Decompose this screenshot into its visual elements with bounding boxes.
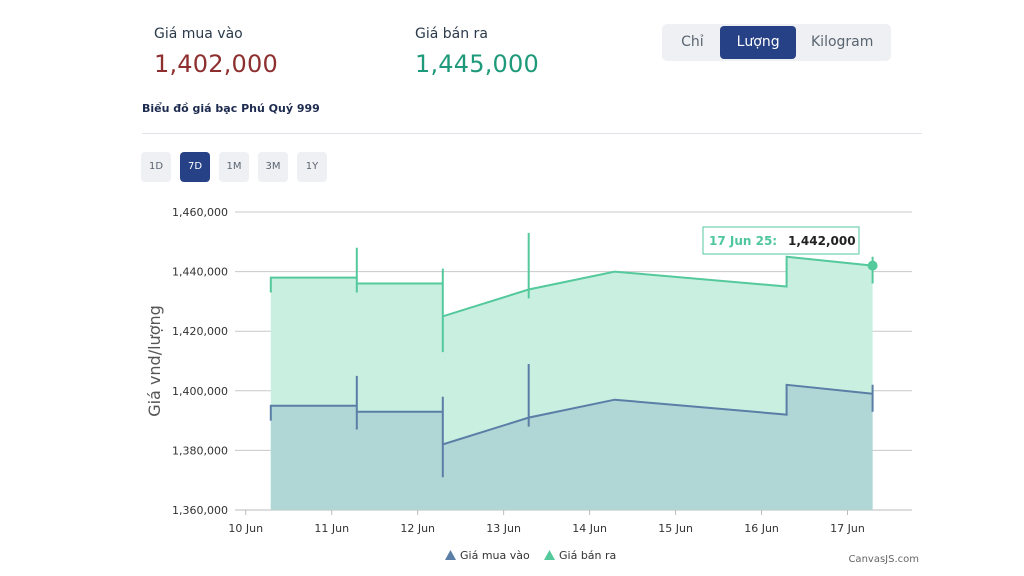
legend-sell-label: Giá bán ra [559,549,616,562]
time-range-selector: 1D 7D 1M 3M 1Y [141,152,327,182]
y-tick-label: 1,420,000 [172,325,228,338]
x-tick-label: 14 Jun [572,522,607,535]
buy-price-area [270,364,873,510]
y-tick-label: 1,460,000 [172,206,228,219]
unit-switch: Chỉ Lượng Kilogram [662,24,891,61]
range-1d-button[interactable]: 1D [141,152,171,182]
legend-sell-marker [544,550,555,560]
x-tick-label: 11 Jun [314,522,349,535]
x-tick-label: 16 Jun [744,522,779,535]
sell-price-label: Giá bán ra [415,26,488,42]
range-1m-button[interactable]: 1M [219,152,249,182]
chart-credit: CanvasJS.com [848,554,919,565]
chart-title: Biểu đồ giá bạc Phú Quý 999 [142,102,320,115]
buy-price-block: Giá mua vào 1,402,000 [154,26,278,78]
buy-price-label: Giá mua vào [154,26,243,42]
x-tick-label: 17 Jun [830,522,865,535]
y-tick-label: 1,380,000 [172,444,228,457]
tooltip-value: 1,442,000 [788,234,856,248]
highlighted-point [867,260,878,271]
sell-price-block: Giá bán ra 1,445,000 [415,26,539,78]
y-tick-label: 1,440,000 [172,266,228,279]
legend-buy-label: Giá mua vào [460,549,530,562]
x-tick-label: 12 Jun [400,522,435,535]
legend-buy-marker [445,550,456,560]
unit-option-kilogram[interactable]: Kilogram [811,34,874,50]
y-axis-title: Giá vnd/lượng [145,305,164,417]
y-tick-label: 1,400,000 [172,385,228,398]
divider [142,133,922,134]
x-tick-label: 13 Jun [486,522,521,535]
y-tick-label: 1,360,000 [172,504,228,517]
buy-price-line [269,364,874,478]
unit-option-chi[interactable]: Chỉ [681,34,704,50]
unit-option-luong[interactable]: Lượng [719,26,797,59]
range-7d-button[interactable]: 7D [180,152,210,182]
tooltip-box [702,226,860,255]
range-1y-button[interactable]: 1Y [297,152,327,182]
sell-price-line [269,232,874,353]
tooltip-label: 17 Jun 25: [709,234,777,248]
range-3m-button[interactable]: 3M [258,152,288,182]
x-tick-label: 15 Jun [658,522,693,535]
buy-price-value: 1,402,000 [154,50,278,78]
sell-price-value: 1,445,000 [415,50,539,78]
x-tick-label: 10 Jun [228,522,263,535]
